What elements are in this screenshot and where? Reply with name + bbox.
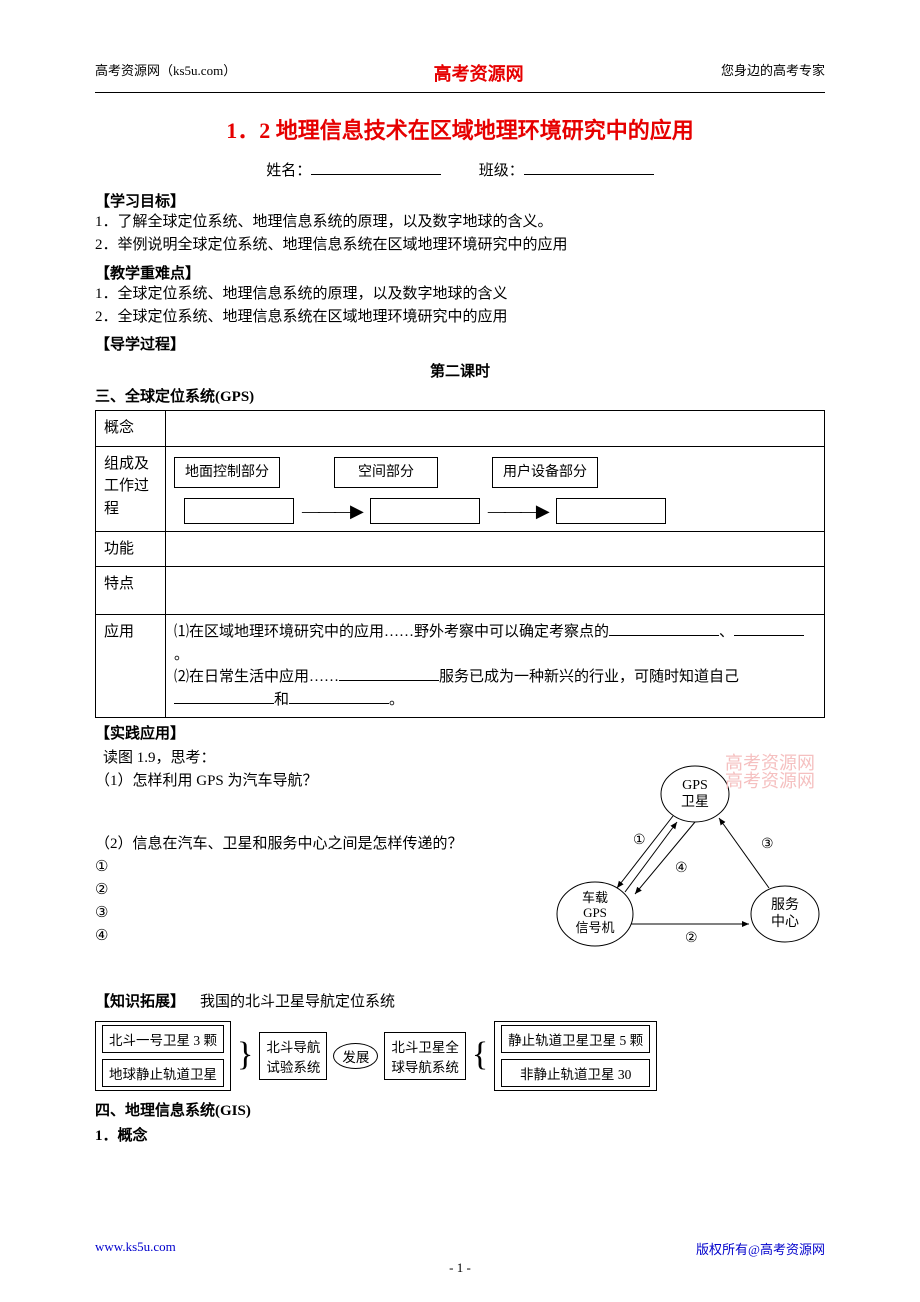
row-content-concept[interactable]	[166, 411, 825, 447]
gps-table: 概念 组成及工作过程 地面控制部分 空间部分 用户设备部分 ———▶ ———▶	[95, 410, 825, 718]
node-service-center	[751, 886, 819, 942]
blank-field[interactable]	[289, 690, 389, 704]
node-label: 卫星	[681, 795, 709, 810]
box-space-segment: 空间部分	[334, 457, 438, 488]
gis-sub1: 1．概念	[95, 1124, 825, 1145]
edge	[719, 818, 769, 888]
app-text-2a: ⑵在日常生活中应用……	[174, 669, 339, 685]
practice-n2: ②	[95, 880, 504, 899]
empty-box-1[interactable]	[184, 498, 294, 524]
edge-label-3: ③	[761, 837, 774, 852]
app-text-1b: 、	[719, 624, 734, 640]
app-text-2d: 。	[389, 692, 404, 708]
study-goal-title: 【学习目标】	[95, 190, 825, 211]
class-label: 班级：	[479, 163, 524, 179]
edge	[617, 816, 673, 888]
app-text-2c: 和	[274, 692, 289, 708]
study-goal-1: 1．了解全球定位系统、地理信息系统的原理，以及数字地球的含义。	[95, 211, 825, 234]
focus-1: 1．全球定位系统、地理信息系统的原理，以及数字地球的含义	[95, 283, 825, 306]
edge-label-4: ④	[675, 861, 688, 876]
row-content-feature[interactable]	[166, 567, 825, 615]
app-text-1a: ⑴在区域地理环境研究中的应用……野外考察中可以确定考察点的	[174, 624, 609, 640]
table-row: 组成及工作过程 地面控制部分 空间部分 用户设备部分 ———▶ ———▶	[96, 446, 825, 531]
knowledge-subtitle: 我国的北斗卫星导航定位系统	[200, 994, 395, 1010]
box-ground-control: 地面控制部分	[174, 457, 280, 488]
app-text-1c: 。	[174, 647, 189, 663]
knowledge-title: 【知识拓展】	[95, 994, 185, 1010]
arrow-icon: ———▶	[302, 498, 362, 525]
row-label-concept: 概念	[96, 411, 166, 447]
footer-url: www.ks5u.com	[95, 1239, 176, 1258]
gps-heading: 三、全球定位系统(GPS)	[95, 385, 825, 406]
watermark: 高考资源网 高考资源网	[725, 754, 815, 790]
gis-heading: 四、地理信息系统(GIS)	[95, 1099, 825, 1120]
practice-n3: ③	[95, 903, 504, 922]
edge-label-1: ①	[633, 833, 646, 848]
node-label: 车载	[582, 890, 608, 905]
row-label-function: 功能	[96, 531, 166, 567]
focus-title: 【教学重难点】	[95, 262, 825, 283]
box-geo-5: 静止轨道卫星卫星 5 颗	[501, 1025, 650, 1053]
node-label: GPS	[682, 778, 708, 793]
knowledge-diagram: 北斗一号卫星 3 颗 地球静止轨道卫星 } 北斗导航试验系统 发展 北斗卫星全球…	[95, 1021, 825, 1091]
name-label: 姓名：	[266, 163, 311, 179]
diagram-area: （2）信息在汽车、卫星和服务中心之间是怎样传递的？ ① ② ③ ④ 高考资源网 …	[95, 784, 825, 984]
row-content-composition: 地面控制部分 空间部分 用户设备部分 ———▶ ———▶	[166, 446, 825, 531]
app-text-2b: 服务已成为一种新兴的行业，可随时知道自己	[439, 669, 739, 685]
blank-field[interactable]	[734, 622, 804, 636]
empty-box-2[interactable]	[370, 498, 480, 524]
node-gps-satellite	[661, 766, 729, 822]
table-row: 功能	[96, 531, 825, 567]
box-user-equipment: 用户设备部分	[492, 457, 598, 488]
page-footer: www.ks5u.com 版权所有@高考资源网	[95, 1239, 825, 1258]
blank-field[interactable]	[174, 690, 274, 704]
lesson-title: 第二课时	[95, 360, 825, 381]
box-nongeo-30: 非静止轨道卫星 30	[501, 1059, 650, 1087]
header-center-logo: 高考资源网	[434, 60, 524, 86]
practice-n1: ①	[95, 857, 504, 876]
header-left: 高考资源网（ks5u.com）	[95, 60, 236, 86]
name-blank[interactable]	[311, 161, 441, 175]
node-label: 信号机	[575, 920, 614, 935]
oval-develop: 发展	[333, 1043, 378, 1069]
blank-field[interactable]	[339, 667, 439, 681]
table-row: 应用 ⑴在区域地理环境研究中的应用……野外考察中可以确定考察点的 、。 ⑵在日常生…	[96, 615, 825, 718]
name-class-row: 姓名： 班级：	[95, 159, 825, 180]
study-goal-2: 2．举例说明全球定位系统、地理信息系统在区域地理环境研究中的应用	[95, 234, 825, 257]
page-number: - 1 -	[0, 1260, 920, 1276]
document-title: 1．2 地理信息技术在区域地理环境研究中的应用	[95, 113, 825, 145]
node-label: 中心	[771, 914, 799, 930]
blank-field[interactable]	[609, 622, 719, 636]
node-label: GPS	[583, 905, 607, 920]
row-label-feature: 特点	[96, 567, 166, 615]
arrow-icon: ———▶	[488, 498, 548, 525]
row-label-composition: 组成及工作过程	[96, 446, 166, 531]
row-label-application: 应用	[96, 615, 166, 718]
brace-icon: }	[237, 1040, 253, 1071]
box-beidou-1: 北斗一号卫星 3 颗	[102, 1025, 224, 1053]
page-header: 高考资源网（ks5u.com） 高考资源网 您身边的高考专家	[95, 60, 825, 93]
footer-copyright: 版权所有@高考资源网	[696, 1239, 825, 1258]
practice-title: 【实践应用】	[95, 722, 825, 743]
box-beidou-exp: 北斗导航试验系统	[259, 1032, 327, 1080]
box-beidou-global: 北斗卫星全球导航系统	[384, 1032, 466, 1080]
brace-icon: {	[472, 1040, 488, 1071]
practice-q2: （2）信息在汽车、卫星和服务中心之间是怎样传递的？	[95, 832, 504, 853]
table-row: 概念	[96, 411, 825, 447]
class-blank[interactable]	[524, 161, 654, 175]
empty-box-3[interactable]	[556, 498, 666, 524]
node-label: 服务	[771, 897, 799, 913]
focus-2: 2．全球定位系统、地理信息系统在区域地理环境研究中的应用	[95, 306, 825, 329]
table-row: 特点	[96, 567, 825, 615]
process-title: 【导学过程】	[95, 333, 825, 354]
box-geo-orbit: 地球静止轨道卫星	[102, 1059, 224, 1087]
row-content-application: ⑴在区域地理环境研究中的应用……野外考察中可以确定考察点的 、。 ⑵在日常生活中应…	[166, 615, 825, 718]
edge-label-2: ②	[685, 931, 698, 946]
header-right: 您身边的高考专家	[721, 60, 825, 86]
practice-n4: ④	[95, 926, 504, 945]
row-content-function[interactable]	[166, 531, 825, 567]
